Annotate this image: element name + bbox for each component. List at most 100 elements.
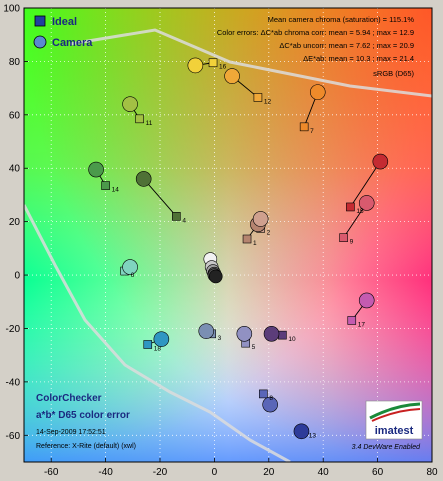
patch-label-17: 17 [358, 321, 366, 328]
y-tick-label: -40 [6, 377, 21, 388]
y-axis-ticks: -60 -40 -20 0 20 40 60 80 100 [3, 4, 28, 442]
patch-label-2: 2 [267, 229, 271, 236]
y-tick-label: 0 [14, 271, 20, 282]
ideal-point-7 [299, 122, 309, 132]
gamut-boundary-bottom [24, 204, 291, 462]
camera-point-3 [198, 323, 215, 339]
stats-line-3: ΔC*ab uncorr: mean = 7.62 ; max = 20.9 [279, 41, 414, 50]
neutral-markers [203, 252, 223, 284]
legend-ideal-label: Ideal [52, 16, 77, 28]
y-tick-label: 60 [9, 110, 21, 121]
camera-point-18 [153, 331, 170, 347]
patch-label-14: 14 [112, 187, 120, 194]
camera-point-10 [263, 326, 280, 342]
x-tick-label: -20 [153, 467, 168, 478]
camera-point-5 [236, 326, 253, 342]
camera-point-13 [293, 423, 310, 440]
y-tick-label: 20 [9, 217, 21, 228]
stats-line-5: sRGB (D65) [373, 69, 414, 78]
legend-camera-label: Camera [52, 37, 93, 49]
neutral-point-6 [208, 269, 223, 284]
patch-label-16: 16 [219, 64, 227, 71]
x-tick-label: 0 [212, 467, 218, 478]
legend-camera-marker [33, 35, 47, 49]
y-tick-label: 40 [9, 164, 21, 175]
x-tick-label: 60 [372, 467, 384, 478]
ideal-point-14 [101, 181, 110, 190]
patch-label-15: 15 [356, 208, 364, 215]
gridlines [24, 8, 432, 462]
patch-label-13: 13 [309, 432, 317, 439]
ideal-point-9 [339, 233, 348, 242]
camera-point-8 [262, 396, 278, 413]
camera-point-12 [224, 68, 240, 84]
ideal-point-10 [278, 330, 287, 340]
plot-frame [23, 7, 433, 463]
footer-right: 3.4 DevWare Enabled [352, 444, 421, 451]
legend: Ideal Camera [33, 15, 93, 49]
camera-point-9 [358, 195, 375, 211]
y-tick-label: 80 [9, 57, 21, 68]
stats-line-2: Color errors: ΔC*ab chroma corr: mean = … [217, 28, 414, 37]
logo-text: imatest [375, 425, 414, 437]
patch-label-1: 1 [253, 240, 257, 247]
patch-label-10: 10 [288, 336, 296, 343]
camera-point-2 [252, 211, 269, 227]
gamut-boundary-top [69, 28, 432, 98]
y-tick-label: -20 [6, 324, 21, 335]
patch-label-4: 4 [182, 217, 186, 224]
x-axis-ticks: -60 -40 -20 0 20 40 60 80 [44, 458, 438, 478]
x-tick-label: 80 [426, 467, 438, 478]
error-line-4 [143, 178, 177, 217]
camera-point-15 [372, 153, 389, 170]
y-tick-label: -60 [6, 431, 21, 442]
error-line-15 [350, 161, 381, 208]
camera-point-7 [309, 84, 326, 100]
ideal-point-15 [346, 202, 355, 212]
ideal-point-1 [242, 234, 252, 244]
camera-point-11 [122, 96, 138, 112]
y-tick-label: 100 [3, 4, 20, 15]
caption-subtitle: a*b* D65 color error [36, 410, 130, 421]
patch-label-12: 12 [264, 98, 272, 105]
patch-label-7: 7 [310, 128, 314, 135]
x-tick-label: -40 [98, 467, 113, 478]
camera-point-17 [358, 292, 375, 309]
ideal-point-4 [172, 212, 181, 221]
caption-date: 14-Sep-2009 17:52:51 [36, 429, 106, 436]
caption-reference: Reference: X-Rite (default) (xwl) [36, 443, 136, 450]
patch-label-6: 6 [131, 272, 135, 279]
legend-ideal-marker [34, 15, 46, 27]
ideal-point-17 [347, 316, 357, 325]
stats-line-1: Mean camera chroma (saturation) = 115.1% [268, 15, 415, 24]
imatest-logo: imatest [365, 400, 423, 440]
patch-label-5: 5 [252, 344, 256, 351]
plot-overlay-red [24, 8, 432, 462]
camera-point-16 [187, 57, 204, 74]
ideal-point-18 [143, 340, 153, 349]
caption: ColorChecker a*b* D65 color error 14-Sep… [36, 393, 136, 450]
ideal-point-11 [135, 114, 144, 124]
camera-markers [88, 57, 389, 440]
logo-swoosh-red-icon [371, 408, 421, 422]
x-tick-label: -60 [44, 467, 59, 478]
stats-box: Mean camera chroma (saturation) = 115.1%… [217, 15, 415, 78]
x-tick-label: 20 [263, 467, 275, 478]
patch-label-3: 3 [218, 335, 222, 342]
ideal-point-8 [259, 389, 268, 399]
ideal-point-12 [253, 93, 263, 102]
logo-swoosh-icon [369, 402, 421, 420]
patch-label-18: 18 [154, 345, 162, 352]
camera-point-14 [88, 161, 104, 178]
patch-label-8: 8 [269, 395, 273, 402]
patch-label-11: 11 [146, 120, 153, 127]
camera-point-4 [135, 171, 152, 187]
ideal-point-16 [208, 58, 218, 68]
stats-line-4: ΔE*ab: mean = 10.3 ; max = 21.4 [303, 54, 414, 63]
caption-title: ColorChecker [36, 393, 102, 404]
camera-point-6 [122, 259, 138, 275]
x-tick-label: 40 [318, 467, 330, 478]
